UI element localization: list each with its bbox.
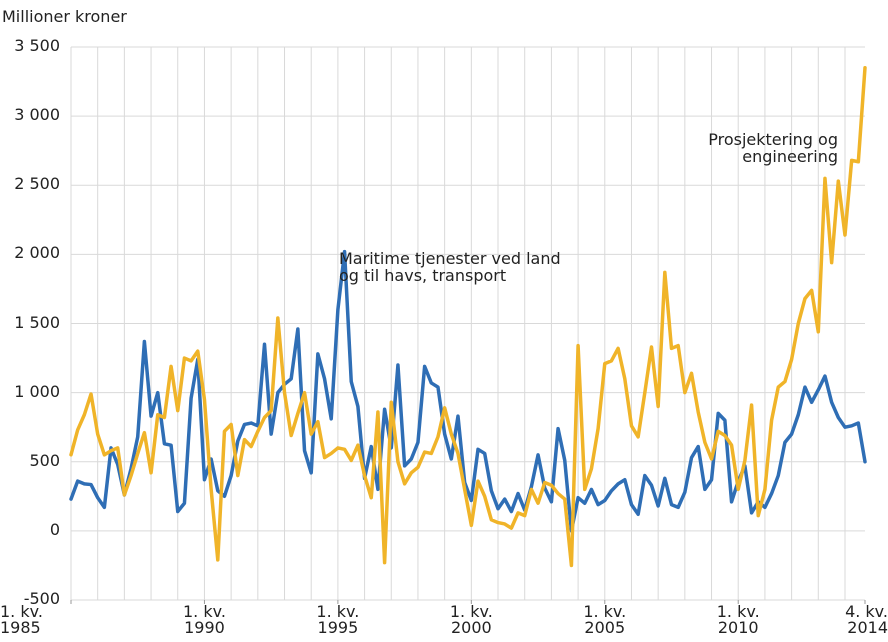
series-line bbox=[69, 249, 867, 533]
x-tick-label: 1. kv. 2000 bbox=[449, 602, 493, 637]
x-tick-label: 1. kv. 2010 bbox=[716, 602, 760, 637]
y-tick-label: -500 bbox=[23, 589, 60, 608]
y-tick-label: 1 500 bbox=[14, 312, 60, 332]
y-tick-label: 2 000 bbox=[14, 243, 60, 263]
y-tick-label: 1 000 bbox=[14, 381, 60, 401]
x-tick-label: 1. kv. 1990 bbox=[182, 602, 226, 637]
y-tick-label: 0 bbox=[49, 519, 60, 539]
y-tick-label: 2 500 bbox=[14, 174, 60, 194]
series-line bbox=[69, 65, 867, 568]
annotation: Prosjektering og engineering bbox=[708, 130, 838, 166]
y-tick-label: 3 000 bbox=[14, 105, 60, 125]
x-tick-label: 1. kv. 1995 bbox=[316, 602, 360, 637]
x-tick-label: 4. kv. 2014 bbox=[845, 602, 888, 637]
y-tick-label: 500 bbox=[29, 450, 60, 470]
x-tick-label: 1. kv. 1985 bbox=[0, 602, 43, 637]
x-tick-label: 1. kv. 2005 bbox=[583, 602, 627, 637]
y-axis-label: Millioner kroner bbox=[2, 7, 127, 26]
annotation: Maritime tjenester ved land og til havs,… bbox=[339, 249, 561, 285]
y-tick-label: 3 500 bbox=[14, 36, 60, 55]
